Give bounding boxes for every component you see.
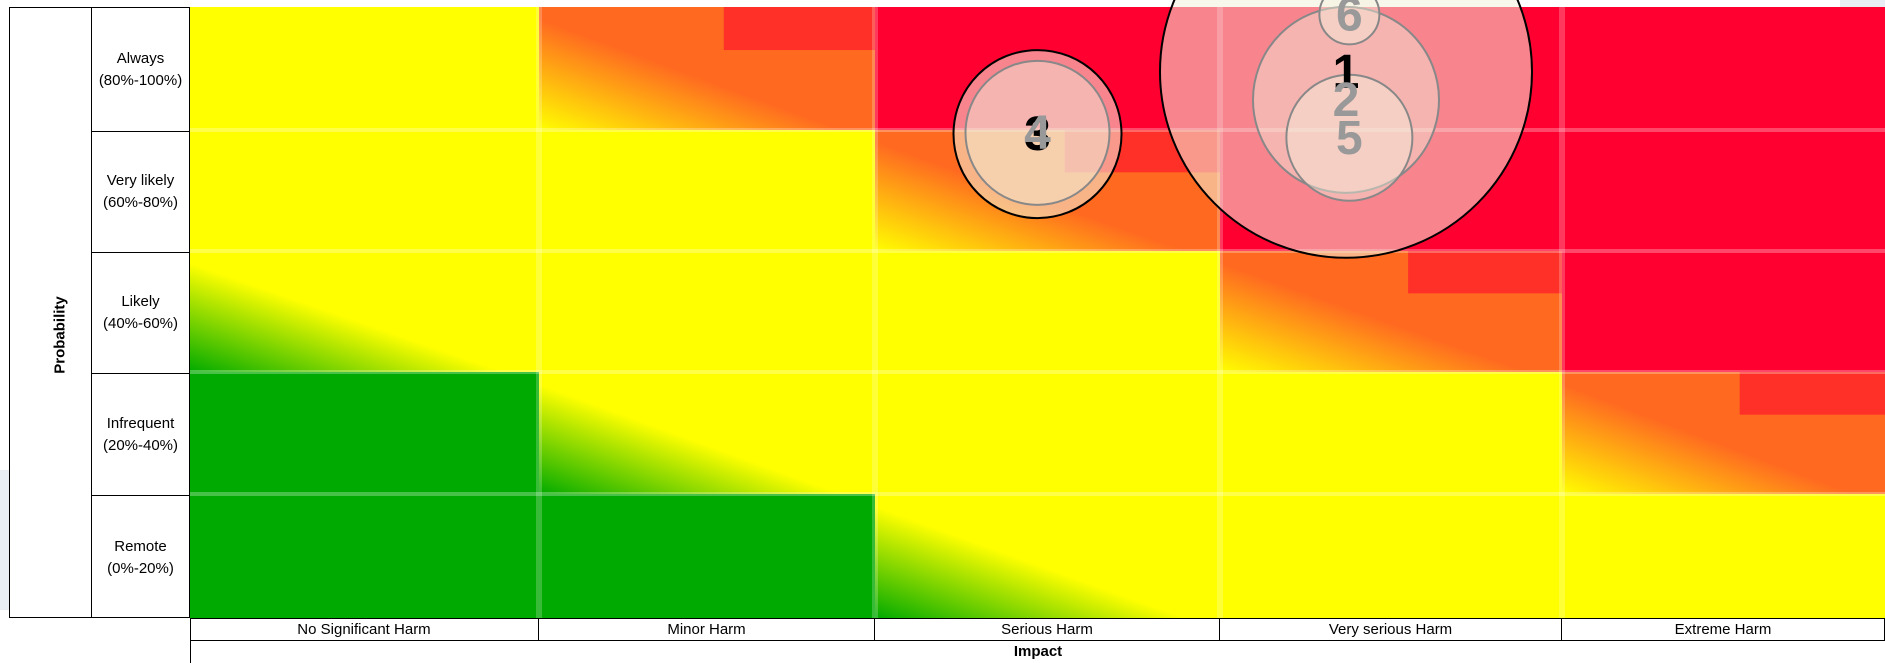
matrix-cell (875, 251, 1220, 372)
matrix-cell (539, 130, 875, 251)
risk-bubble (952, 49, 1123, 220)
matrix-cell (190, 251, 539, 372)
probability-row-label-line: (20%-40%) (102, 436, 179, 454)
matrix-cell (539, 372, 875, 494)
matrix-cell (1220, 372, 1562, 494)
impact-column-label: Extreme Harm (1562, 619, 1885, 640)
matrix-cell (539, 251, 875, 372)
matrix-cell-shade (1739, 372, 1885, 415)
matrix-cell (539, 494, 875, 618)
probability-row-label-line: Always (116, 49, 165, 67)
risk-bubble-label: 1 (1333, 46, 1360, 99)
grid-line (190, 492, 1885, 496)
grid-line (1217, 7, 1223, 618)
matrix-cell (1220, 494, 1562, 618)
impact-column-label: Serious Harm (875, 619, 1220, 640)
matrix-cell (190, 494, 539, 618)
grid-line (536, 7, 542, 618)
probability-row-label-line: (60%-80%) (102, 194, 179, 211)
probability-row-label: Likely (40%-60%) (92, 252, 189, 373)
risk-bubble (1318, 0, 1381, 46)
probability-row-label-line: (0%-20%) (107, 559, 174, 577)
matrix-cell (1562, 251, 1885, 372)
matrix-cell (1562, 7, 1885, 130)
matrix-cell (190, 7, 539, 130)
impact-column-label: No Significant Harm (190, 619, 539, 640)
probability-row-label: Infrequent (20%-40%) (92, 373, 189, 495)
impact-column-labels: No Significant Harm Minor Harm Serious Har… (190, 618, 1885, 641)
risk-bubble-label: 2 (1333, 74, 1360, 127)
grid-line (1559, 7, 1565, 618)
risk-bubble-label: 3 (1024, 108, 1051, 161)
probability-row-label: Remote (0%-20%) (92, 495, 189, 619)
probability-row-label-line: Remote (114, 537, 167, 555)
risk-bubble (1159, 0, 1533, 259)
probability-row-label: Very likely (60%-80%) (92, 131, 189, 252)
probability-row-label: Always (80%-100%) (92, 8, 189, 131)
matrix-cell (1562, 130, 1885, 251)
impact-column-label: Very serious Harm (1220, 619, 1562, 640)
probability-row-label-line: (40%-60%) (102, 315, 179, 332)
risk-bubble (1251, 5, 1440, 194)
impact-column-label: Minor Harm (539, 619, 875, 640)
matrix-cell (875, 372, 1220, 494)
risk-bubble-label: 4 (1024, 107, 1051, 160)
probability-axis-box: Probability (9, 7, 91, 618)
grid-line (190, 249, 1885, 253)
risk-bubble-label: 6 (1336, 0, 1363, 41)
probability-row-label-line: Very likely (106, 172, 175, 189)
risk-bubble-label: 5 (1336, 112, 1363, 165)
matrix-cell (190, 372, 539, 494)
risk-bubble (1285, 73, 1414, 202)
matrix-cell (190, 130, 539, 251)
probability-row-label-line: Likely (121, 293, 160, 310)
matrix-cell-shade (723, 7, 875, 51)
grid-line (872, 7, 878, 618)
matrix-cell (875, 494, 1220, 618)
probability-row-labels: Always (80%-100%) Very likely (60%-80%) Like… (91, 7, 190, 618)
matrix-cell (1562, 494, 1885, 618)
probability-row-label-line: (80%-100%) (98, 71, 183, 89)
matrix-cell-shade (1408, 251, 1562, 294)
impact-axis-title: Impact (190, 641, 1885, 663)
probability-row-label-line: Infrequent (106, 414, 175, 432)
risk-bubble (964, 59, 1111, 206)
grid-line (190, 370, 1885, 374)
